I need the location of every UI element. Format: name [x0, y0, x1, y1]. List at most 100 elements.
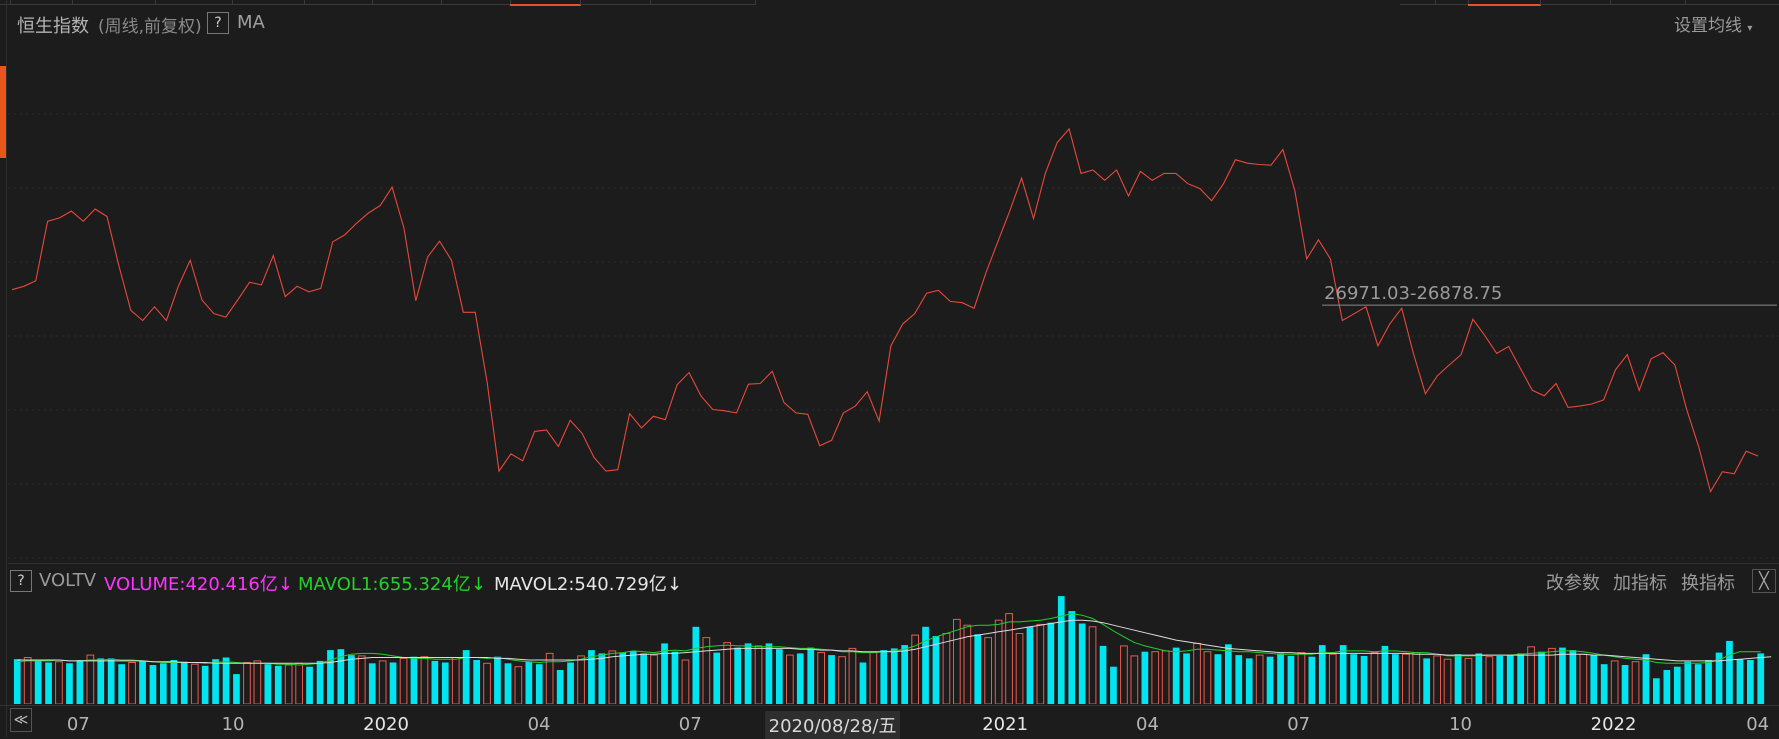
volume-bar-down — [1454, 654, 1462, 704]
volume-bar-down — [1653, 678, 1660, 704]
volume-bar-up — [942, 633, 951, 704]
volume-bar-up — [253, 660, 262, 704]
volume-bar-down — [588, 650, 595, 704]
volume-bar-down — [932, 636, 940, 704]
time-axis-tick: 2021 — [982, 714, 1029, 735]
volume-bar-down — [1715, 652, 1723, 704]
top-tab-segment[interactable] — [72, 0, 156, 5]
volume-bar-up — [545, 652, 554, 704]
volume-bar-down — [828, 655, 835, 704]
volume-bar-down — [337, 649, 345, 704]
volume-bar-down — [368, 663, 376, 704]
top-tab-segment[interactable] — [1610, 0, 1686, 5]
time-axis-tick: 2022 — [1590, 714, 1637, 735]
volume-bar-down — [222, 657, 230, 704]
top-tab-segment[interactable] — [304, 0, 373, 5]
top-tab-segment[interactable] — [1685, 0, 1779, 5]
top-tab-segment[interactable] — [155, 0, 233, 5]
volume-trend-icon: ↓ — [277, 574, 293, 595]
volume-bar-up — [420, 656, 429, 704]
volume-bar-up — [399, 657, 408, 704]
close-icon[interactable]: ╳ — [1752, 569, 1776, 593]
volume-bar-up — [1036, 623, 1045, 704]
index-title[interactable]: 恒生指数 — [17, 16, 89, 37]
volume-help-icon[interactable]: ? — [10, 570, 32, 592]
volume-bar-up — [953, 618, 961, 704]
volume-bar-down — [1590, 655, 1598, 704]
volume-bar-down — [1517, 653, 1524, 704]
mavol2-label: MAVOL2:540.729亿↓ — [494, 570, 682, 596]
time-axis-tick: 04 — [1136, 714, 1159, 735]
volume-bar-up — [86, 654, 95, 704]
mavol1-trend-icon: ↓ — [470, 574, 486, 595]
top-tab-segment[interactable] — [10, 0, 73, 5]
volume-bar-down — [1099, 645, 1107, 704]
top-tab-segment[interactable] — [232, 0, 305, 5]
volume-bar-down — [1600, 664, 1608, 704]
volume-bar-down — [327, 650, 334, 704]
volume-bar-up — [1130, 655, 1139, 704]
time-axis[interactable]: 07 10 2020 04 07 2021 04 07 10 2022 04 2020/08/28/五 — [0, 705, 1779, 739]
volume-bar-up — [608, 650, 617, 704]
volume-bar-down — [671, 651, 679, 704]
top-tab-segment[interactable] — [1468, 0, 1541, 6]
volume-bar-down — [661, 643, 668, 704]
scroll-left-icon[interactable]: ≪ — [10, 708, 32, 732]
volume-chart[interactable] — [8, 592, 1779, 704]
volume-bar-up — [451, 657, 460, 704]
top-tab-segment[interactable] — [580, 0, 651, 5]
set-ma-button[interactable]: 设置均线 ▾ — [1674, 11, 1752, 36]
volume-bar-up — [1433, 655, 1442, 704]
volume-bar-down — [1694, 664, 1702, 704]
volume-bar-down — [765, 643, 773, 704]
volume-bar-up — [911, 634, 919, 704]
volume-bar-down — [1308, 656, 1316, 704]
volume-bar-up — [1548, 647, 1556, 704]
volume-bar-up — [848, 647, 857, 704]
volume-bar-down — [1496, 655, 1504, 704]
switch-indicator-button[interactable]: 换指标 — [1681, 573, 1735, 594]
volume-bar-down — [306, 666, 313, 704]
volume-bar-down — [890, 648, 898, 704]
volume-bar-down — [619, 652, 627, 704]
caret-down-icon: ▾ — [1747, 23, 1753, 34]
volume-bar-up — [190, 663, 199, 704]
top-tab-segment[interactable] — [441, 0, 511, 5]
volume-bar-up — [1579, 653, 1588, 704]
volume-bar-down — [692, 626, 700, 704]
volume-bar-down — [1569, 650, 1577, 704]
volume-bar-up — [1193, 642, 1201, 704]
add-indicator-button[interactable]: 加指标 — [1613, 573, 1667, 594]
time-axis-tick: 10 — [221, 714, 245, 735]
edit-params-button[interactable]: 改参数 — [1546, 573, 1600, 594]
volume-bar-down — [1559, 647, 1566, 704]
top-tab-segment[interactable] — [650, 0, 756, 5]
volume-bar-down — [1235, 655, 1243, 704]
top-tab-segment[interactable] — [1540, 0, 1611, 5]
volume-bar-up — [514, 666, 523, 704]
volume-bar-down — [504, 663, 512, 704]
top-tab-segment[interactable] — [372, 0, 442, 5]
top-tab-segment[interactable] — [510, 0, 581, 6]
volume-bar-up — [1464, 657, 1473, 704]
volume-bar-down — [389, 662, 397, 704]
volume-bar-up — [786, 654, 794, 704]
volume-bar-down — [776, 649, 783, 704]
volume-bar-down — [1287, 655, 1295, 704]
volume-bar-down — [139, 660, 146, 704]
top-tab-strip — [0, 0, 1779, 6]
top-tab-segment[interactable] — [1435, 0, 1469, 5]
panel-divider — [8, 563, 1779, 564]
top-tab-segment[interactable] — [1400, 0, 1436, 5]
volume-bar-up — [681, 659, 690, 704]
volume-value: VOLUME:420.416亿 — [104, 574, 278, 595]
top-tab-segment[interactable] — [0, 0, 11, 5]
price-chart[interactable]: 26971.03-26878.75 — [8, 40, 1779, 560]
volume-bar-down — [1506, 655, 1514, 704]
volume-bar-down — [1068, 611, 1076, 704]
volume-bar-up — [1370, 652, 1379, 704]
volume-bar-down — [316, 660, 324, 704]
time-axis-tick: 10 — [1449, 714, 1472, 735]
help-icon[interactable]: ? — [207, 12, 229, 34]
time-axis-tick: 07 — [678, 714, 702, 735]
